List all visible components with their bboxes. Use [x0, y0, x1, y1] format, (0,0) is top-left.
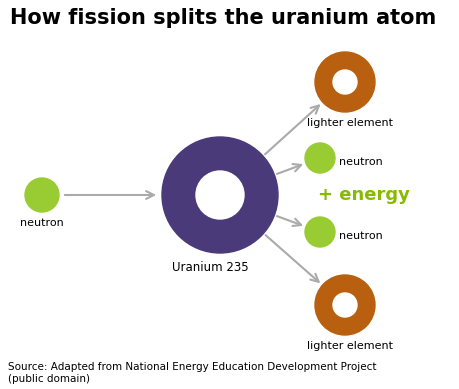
Circle shape — [196, 171, 243, 219]
Circle shape — [314, 52, 374, 112]
Text: + energy: + energy — [317, 186, 409, 204]
Circle shape — [332, 70, 356, 94]
Text: Uranium 235: Uranium 235 — [171, 261, 248, 274]
Circle shape — [25, 178, 59, 212]
Circle shape — [304, 143, 334, 173]
Text: lighter element: lighter element — [306, 341, 392, 351]
Text: neutron: neutron — [338, 231, 382, 241]
Text: neutron: neutron — [20, 218, 64, 228]
Text: neutron: neutron — [338, 157, 382, 167]
Text: Source: Adapted from National Energy Education Development Project
(public domai: Source: Adapted from National Energy Edu… — [8, 363, 375, 384]
Text: How fission splits the uranium atom: How fission splits the uranium atom — [10, 8, 435, 28]
Circle shape — [162, 137, 277, 253]
Circle shape — [332, 293, 356, 317]
Circle shape — [304, 217, 334, 247]
Circle shape — [314, 275, 374, 335]
Text: lighter element: lighter element — [306, 118, 392, 128]
